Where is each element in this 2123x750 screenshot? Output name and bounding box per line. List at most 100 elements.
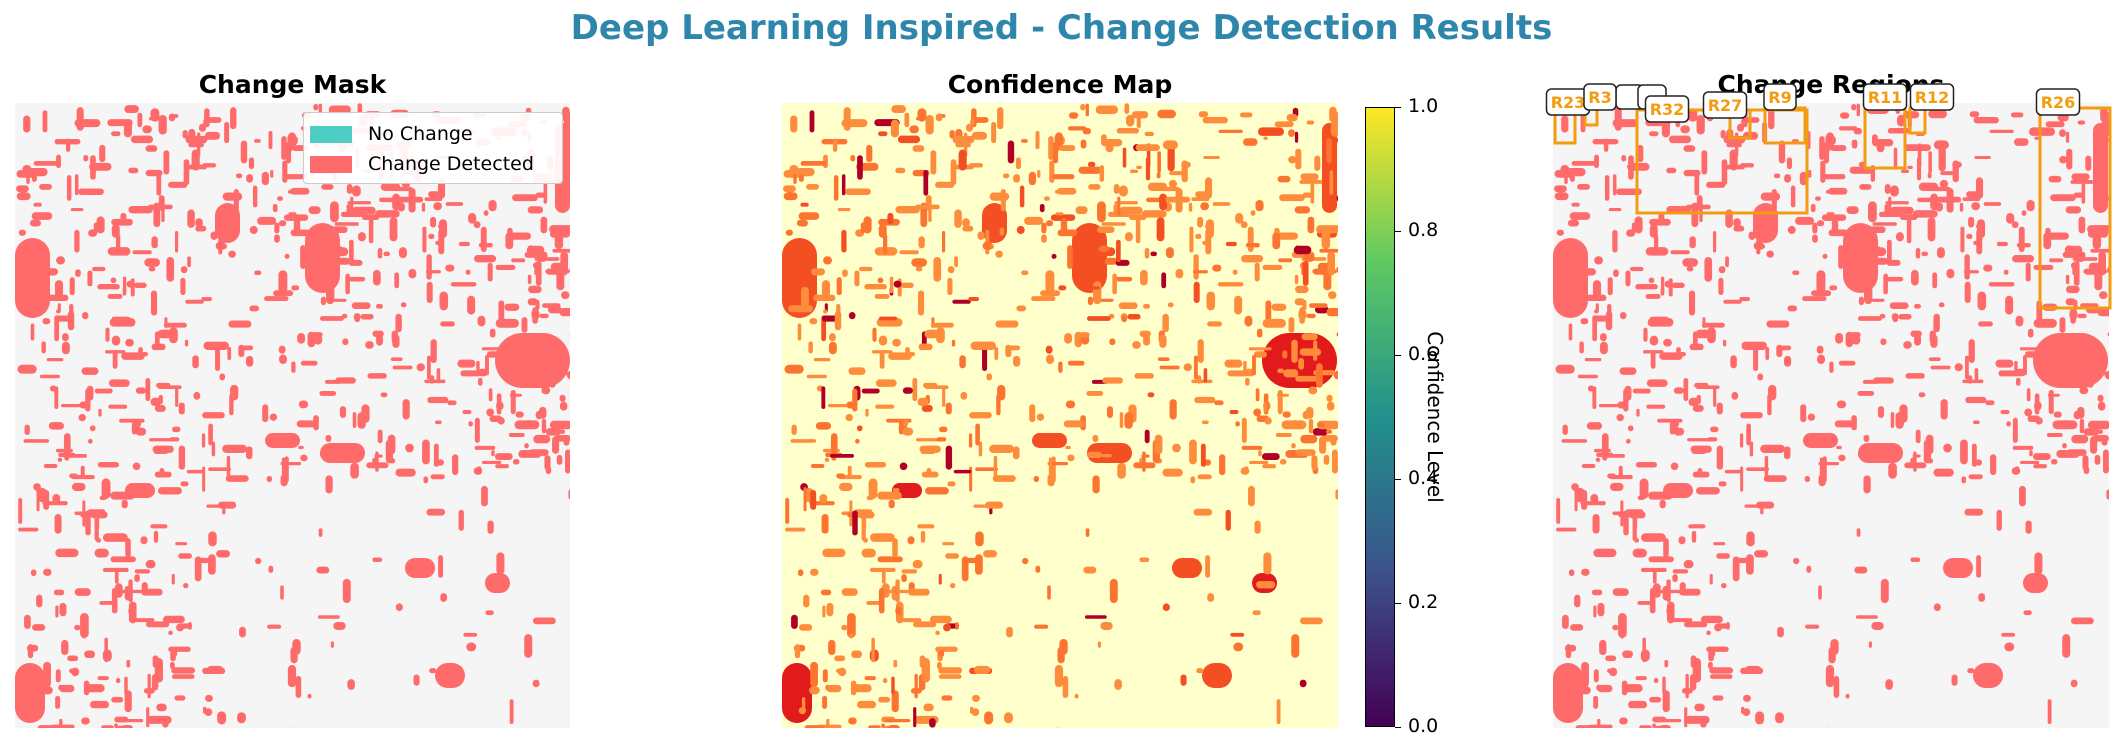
change-pixel <box>1666 606 1673 615</box>
change-pixel <box>287 665 297 688</box>
change-pixel <box>1925 434 1934 455</box>
change-pixel <box>33 202 42 207</box>
change-pixel <box>439 291 449 311</box>
change-pixel <box>1766 320 1790 328</box>
change-pixel <box>1885 679 1893 690</box>
change-pixel <box>146 621 170 628</box>
change-pixel <box>2097 394 2104 402</box>
change-pixel <box>534 333 551 341</box>
change-pixel <box>88 438 93 444</box>
confidence-pixel <box>1257 127 1284 136</box>
change-pixel <box>2011 112 2024 118</box>
change-pixel <box>1659 499 1666 509</box>
confidence-pixel <box>1242 138 1258 146</box>
change-pixel <box>228 320 252 328</box>
change-pixel <box>334 222 359 226</box>
change-pixel <box>1622 650 1634 659</box>
change-pixel <box>405 558 435 578</box>
change-pixel <box>55 548 79 558</box>
change-pixel <box>171 573 175 585</box>
change-pixel <box>1612 624 1619 631</box>
change-pixel <box>1707 437 1718 442</box>
change-pixel <box>125 538 131 558</box>
change-pixel <box>1720 129 1726 139</box>
change-pixel <box>1918 392 1926 398</box>
change-pixel <box>2027 581 2047 589</box>
change-pixel <box>1856 528 1861 537</box>
confidence-pixel <box>1275 432 1292 437</box>
change-pixel <box>383 251 390 257</box>
change-pixel <box>2071 434 2089 444</box>
change-pixel <box>1650 352 1656 369</box>
change-pixel <box>281 136 287 160</box>
confidence-pixel <box>1286 113 1298 122</box>
change-pixel <box>342 578 351 604</box>
confidence-pixel <box>1124 103 1130 114</box>
change-pixel <box>279 354 288 365</box>
confidence-pixel <box>1133 462 1156 469</box>
change-pixel <box>117 719 144 723</box>
confidence-pixel <box>945 553 959 559</box>
confidence-pixel <box>1132 341 1141 349</box>
change-pixel <box>153 448 169 455</box>
confidence-pixel <box>1159 193 1167 211</box>
change-pixel <box>413 674 420 686</box>
change-pixel <box>219 373 226 381</box>
confidence-pixel <box>1262 318 1286 328</box>
confidence-pixel <box>784 364 804 374</box>
confidence-pixel <box>792 274 808 279</box>
change-pixel <box>1663 338 1672 347</box>
confidence-pixel <box>838 482 853 491</box>
region-label: R11 <box>1868 88 1903 107</box>
change-pixel <box>1612 588 1629 596</box>
change-pixel <box>1600 454 1625 458</box>
change-pixel <box>1556 229 1564 236</box>
change-pixel <box>1966 191 1982 198</box>
confidence-pixel <box>1202 116 1228 124</box>
confidence-pixel <box>1083 566 1097 574</box>
change-pixel <box>78 188 104 195</box>
change-pixel <box>2015 315 2024 327</box>
change-pixel <box>1868 641 1872 648</box>
change-pixel <box>278 220 287 227</box>
confidence-pixel <box>1245 243 1260 248</box>
change-pixel <box>1829 361 1834 373</box>
change-pixel <box>43 661 51 688</box>
change-pixel <box>18 497 23 524</box>
change-pixel <box>433 202 443 211</box>
confidence-pixel <box>1336 195 1338 202</box>
change-pixel <box>149 438 175 442</box>
confidence-pixel <box>851 684 872 693</box>
change-pixel <box>487 262 493 282</box>
confidence-pixel <box>1162 140 1178 150</box>
confidence-pixel <box>1116 239 1121 263</box>
change-pixel <box>387 434 396 455</box>
change-pixel <box>1673 427 1685 436</box>
change-mask-image <box>15 103 570 728</box>
confidence-pixel <box>1016 305 1027 312</box>
confidence-pixel <box>820 589 832 596</box>
confidence-pixel <box>1045 220 1054 227</box>
change-pixel <box>458 241 470 247</box>
change-pixel <box>274 222 280 234</box>
change-pixel <box>1893 147 1898 168</box>
confidence-pixel <box>834 311 842 331</box>
confidence-pixel <box>1059 145 1076 152</box>
change-pixel <box>2072 333 2089 341</box>
change-pixel <box>1823 174 1846 180</box>
change-pixel <box>201 433 206 448</box>
confidence-pixel <box>788 305 813 313</box>
change-pixel <box>321 184 334 190</box>
change-pixel <box>346 204 351 214</box>
confidence-pixel <box>1180 674 1187 686</box>
change-pixel <box>195 225 207 232</box>
change-pixel <box>1561 115 1569 133</box>
confidence-pixel <box>935 113 943 122</box>
change-pixel <box>1887 239 1892 263</box>
confidence-pixel <box>1086 257 1106 262</box>
legend-label-change-detected: Change Detected <box>368 153 534 175</box>
change-pixel <box>473 221 481 229</box>
change-pixel <box>2004 642 2015 652</box>
change-pixel <box>1639 478 1649 499</box>
change-pixel <box>2077 120 2086 125</box>
